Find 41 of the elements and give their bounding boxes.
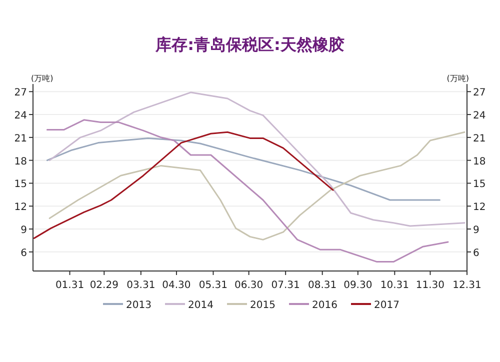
y-tick-label: 18 [14, 156, 27, 168]
y2-tick-label: 18 [473, 156, 486, 168]
x-tick-label: 02.29 [90, 280, 118, 291]
line-series [48, 131, 466, 240]
y-axis-title: (万吨) [31, 74, 54, 83]
line-series [46, 137, 440, 201]
x-tick-label: 09.30 [344, 280, 372, 291]
y-tick-label: 9 [20, 225, 27, 236]
y2-tick-label: 15 [473, 179, 486, 190]
x-tick-label: 08.31 [308, 280, 337, 291]
x-tick-label: 07.31 [271, 280, 300, 291]
x-tick-label: 12.31 [452, 280, 482, 291]
x-tick-label: 01.31 [55, 280, 84, 291]
y-tick-label: 6 [20, 248, 27, 259]
legend-label: 2015 [250, 300, 276, 311]
legend-label: 2017 [374, 300, 400, 311]
x-tick-label: 04.30 [162, 280, 191, 291]
line-series [48, 92, 466, 227]
x-tick-label: 10.31 [380, 280, 409, 291]
line-series [46, 119, 449, 263]
y2-tick-label: 6 [473, 248, 480, 259]
chart-title: 库存:青岛保税区:天然橡胶 [154, 35, 344, 54]
legend-label: 2014 [188, 300, 214, 311]
x-tick-label: 06.30 [234, 280, 264, 291]
y2-tick-label: 21 [473, 133, 486, 144]
y-tick-label: 12 [14, 202, 27, 214]
y2-axis-title: (万吨) [446, 74, 469, 83]
y-tick-label: 21 [14, 133, 27, 144]
legend-label: 2016 [312, 300, 338, 311]
y2-tick-label: 9 [473, 225, 480, 236]
y-tick-label: 15 [14, 179, 27, 190]
x-tick-label: 05.31 [198, 280, 228, 291]
y-tick-label: 24 [14, 110, 27, 122]
x-tick-label: 03.31 [126, 280, 156, 291]
y-tick-label: 27 [14, 88, 27, 99]
x-tick-label: 11.30 [416, 280, 445, 291]
line-series [33, 131, 334, 239]
y2-tick-label: 12 [473, 202, 486, 214]
y2-tick-label: 24 [473, 110, 486, 122]
y2-tick-label: 27 [473, 88, 486, 99]
legend-label: 2013 [126, 300, 152, 311]
